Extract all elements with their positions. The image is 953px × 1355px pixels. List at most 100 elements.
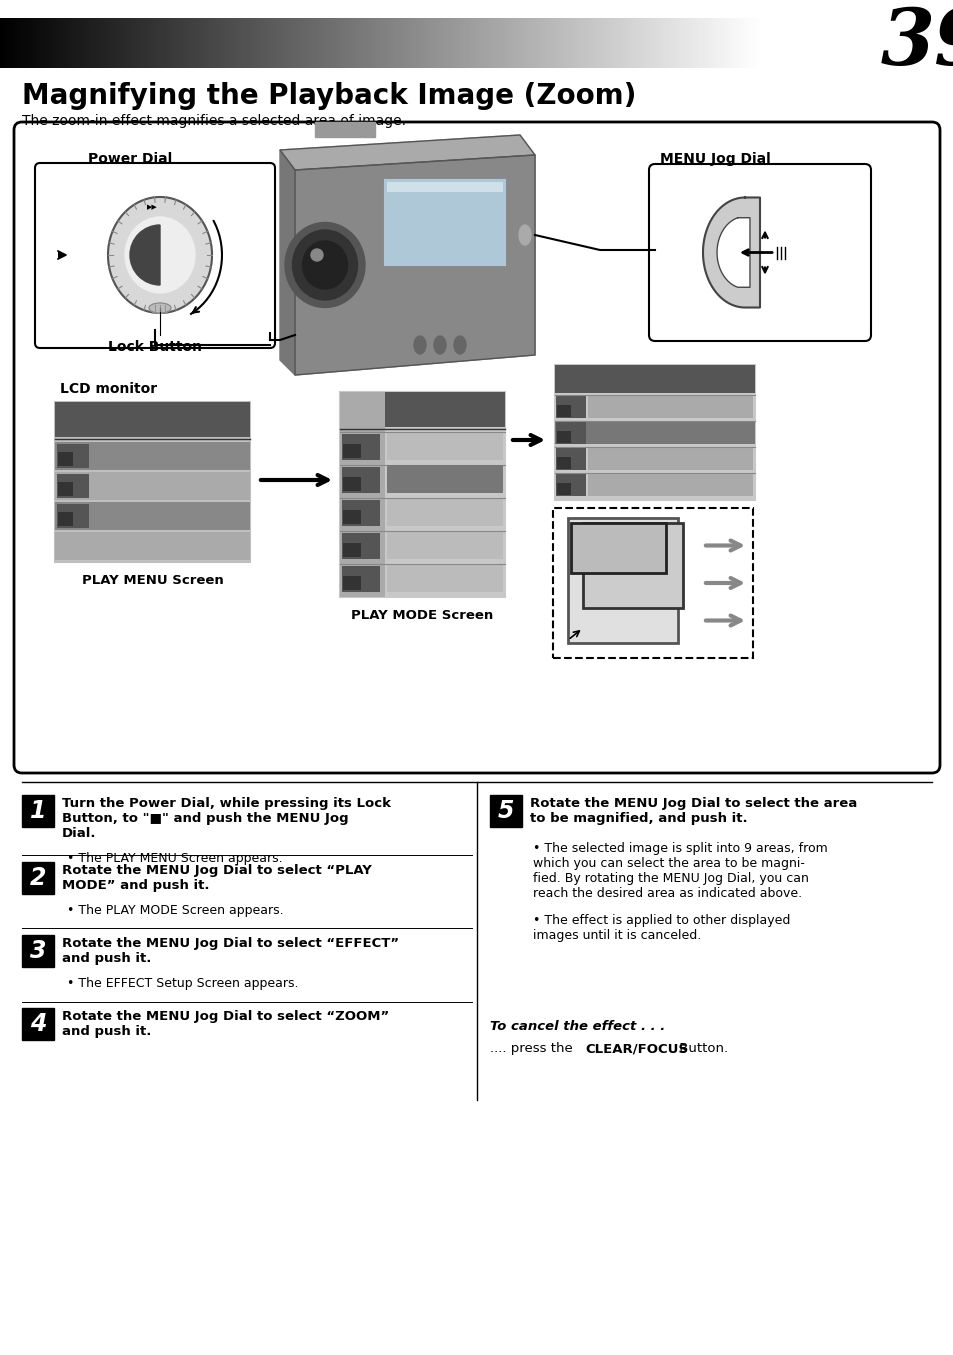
Text: PLAY MENU Screen: PLAY MENU Screen [82, 575, 223, 587]
Bar [592, 18, 596, 68]
Bar [567, 518, 678, 644]
Bar [341, 467, 379, 493]
Bar [696, 18, 700, 68]
Bar [35, 18, 39, 68]
Bar [676, 18, 679, 68]
Bar [339, 392, 385, 598]
Bar [509, 18, 512, 68]
Bar [425, 18, 429, 68]
Bar [343, 509, 360, 524]
Ellipse shape [285, 222, 365, 308]
Bar [58, 18, 62, 68]
Bar [306, 18, 310, 68]
Bar [618, 18, 621, 68]
Bar [562, 18, 565, 68]
Bar [445, 18, 449, 68]
Bar [640, 18, 644, 68]
Bar [587, 18, 591, 68]
Bar [180, 18, 183, 68]
Bar [55, 472, 250, 500]
Bar [757, 18, 760, 68]
Bar [556, 396, 585, 417]
Bar [364, 18, 368, 68]
Bar [46, 18, 50, 68]
Bar [336, 18, 340, 68]
Text: .... press the: .... press the [490, 1042, 577, 1056]
Bar [375, 18, 378, 68]
Bar [162, 18, 166, 68]
Bar [341, 18, 345, 68]
Bar [557, 405, 571, 417]
Bar [332, 18, 335, 68]
Bar [723, 18, 727, 68]
Bar [587, 396, 752, 417]
Bar [281, 18, 284, 68]
Bar [274, 18, 276, 68]
Bar [291, 18, 294, 68]
Bar [385, 180, 504, 266]
Bar [213, 18, 216, 68]
Bar [476, 18, 479, 68]
Bar [744, 18, 747, 68]
Text: 5: 5 [497, 799, 514, 822]
Bar [556, 421, 585, 444]
Bar [557, 482, 571, 495]
Text: • The EFFECT Setup Screen appears.: • The EFFECT Setup Screen appears. [67, 977, 298, 991]
Bar [197, 18, 201, 68]
Bar [539, 18, 542, 68]
Bar [555, 421, 754, 444]
Bar [316, 18, 320, 68]
Bar [511, 18, 515, 68]
Bar [154, 18, 158, 68]
Bar [296, 18, 299, 68]
Bar [387, 499, 502, 526]
Bar [514, 18, 517, 68]
Text: • The PLAY MODE Screen appears.: • The PLAY MODE Screen appears. [67, 904, 283, 917]
Bar [294, 18, 297, 68]
Bar [385, 18, 388, 68]
Bar [107, 18, 110, 68]
Bar [749, 18, 753, 68]
Bar [694, 18, 697, 68]
Bar [165, 18, 168, 68]
Bar [86, 18, 90, 68]
Bar [613, 18, 616, 68]
Text: 3: 3 [30, 939, 46, 963]
Bar [26, 18, 29, 68]
Bar [341, 533, 379, 560]
Bar [298, 18, 302, 68]
Bar [343, 543, 360, 557]
Bar [382, 18, 386, 68]
Bar [283, 18, 287, 68]
Bar [53, 18, 56, 68]
Bar [208, 18, 211, 68]
Bar [167, 18, 171, 68]
Bar [23, 18, 27, 68]
Bar [642, 18, 646, 68]
Bar [55, 442, 250, 470]
Bar [555, 364, 754, 393]
Bar [628, 18, 631, 68]
Bar [343, 444, 360, 458]
Bar [734, 18, 738, 68]
Text: To cancel the effect . . .: To cancel the effect . . . [490, 1020, 664, 1033]
Bar [625, 18, 629, 68]
Bar [557, 18, 560, 68]
Bar [205, 18, 209, 68]
Bar [415, 18, 418, 68]
Bar [240, 18, 244, 68]
Text: Rotate the MENU Jog Dial to select “ZOOM”
and push it.: Rotate the MENU Jog Dial to select “ZOOM… [62, 1009, 389, 1038]
Bar [372, 18, 375, 68]
Text: 4: 4 [30, 1012, 46, 1037]
Polygon shape [294, 154, 535, 375]
Bar [194, 18, 198, 68]
Bar [185, 18, 189, 68]
Bar [344, 18, 348, 68]
Bar [474, 18, 476, 68]
Bar [448, 18, 452, 68]
Text: PLAY MODE Screen: PLAY MODE Screen [351, 608, 493, 622]
Bar [127, 18, 130, 68]
Bar [587, 421, 752, 444]
Ellipse shape [454, 336, 465, 354]
Bar [301, 18, 305, 68]
